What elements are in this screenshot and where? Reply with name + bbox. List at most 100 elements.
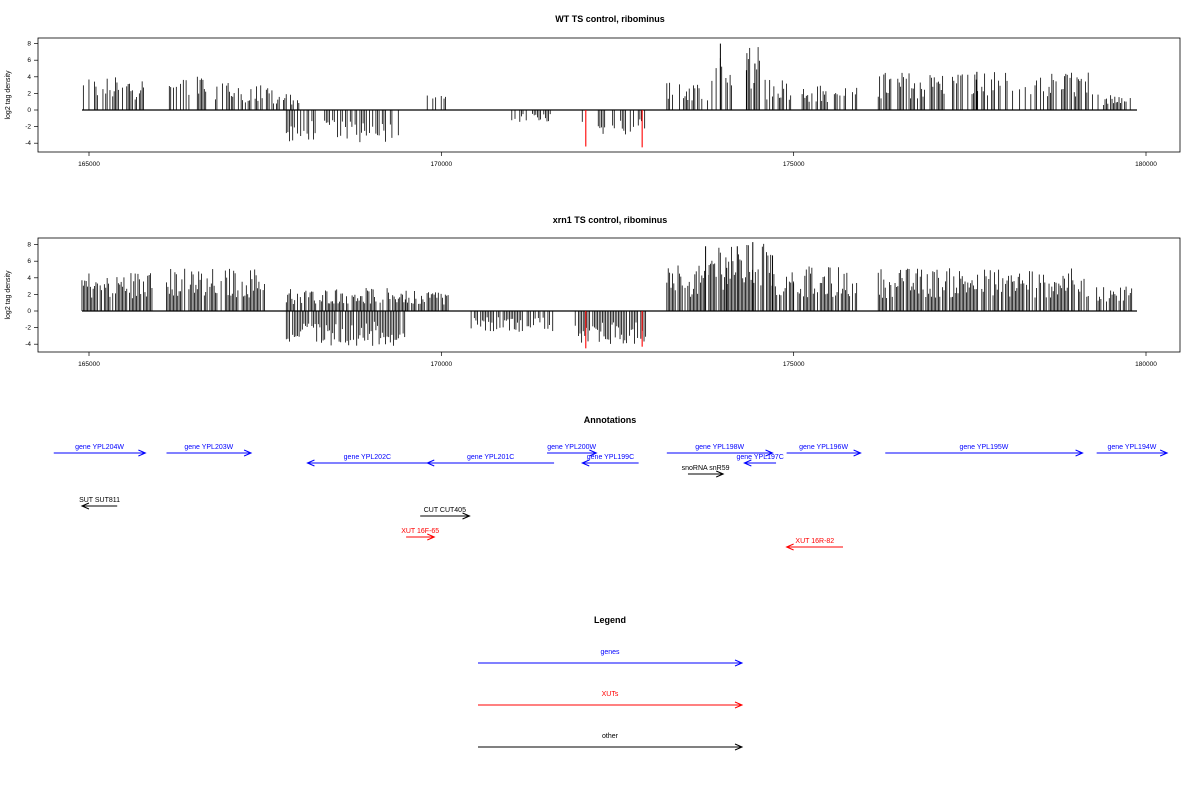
- x-tick-label: 165000: [78, 161, 100, 168]
- annotation-arrow-head: [853, 449, 862, 457]
- annotation-feature: gene YPL195W: [885, 444, 1084, 457]
- legend-items: genes XUTs other: [478, 649, 744, 751]
- x-tick-label: 180000: [1135, 161, 1157, 168]
- annotation-arrow-head: [462, 512, 471, 520]
- legend-item: other: [478, 733, 744, 751]
- annotation-arrow-head: [243, 449, 253, 457]
- annotations-title: Annotations: [584, 415, 637, 425]
- annotation-label: gene YPL199C: [587, 454, 634, 461]
- wt-panel-title: WT TS control, ribominus: [555, 14, 665, 24]
- y-tick-label: 8: [27, 41, 31, 48]
- wt-plot-frame: [37, 37, 1181, 153]
- annotation-label: gene YPL196W: [799, 444, 848, 451]
- annotation-label: snoRNA snR59: [682, 465, 730, 472]
- wt-y-axis: -4 -2 0 2 4 6 8: [25, 41, 38, 147]
- annotation-feature: gene YPL194W: [1096, 444, 1169, 457]
- annotation-arrow-head: [1075, 449, 1084, 457]
- annotation-feature: gene YPL199C: [580, 454, 639, 467]
- annotation-arrow-head: [1159, 449, 1169, 457]
- legend-item: XUTs: [478, 691, 744, 709]
- annotation-arrow-head: [425, 459, 435, 467]
- annotation-arrow-head: [589, 449, 598, 457]
- annotation-arrow-head: [306, 459, 315, 467]
- annotation-arrow-head: [785, 543, 794, 551]
- legend-label: genes: [600, 649, 620, 656]
- annotation-label: gene YPL194W: [1107, 444, 1156, 451]
- annotation-feature: gene YPL200W: [547, 444, 598, 457]
- annotation-label: gene YPL201C: [467, 454, 514, 461]
- y-tick-label: -2: [25, 325, 31, 332]
- y-tick-label: 2: [27, 90, 31, 97]
- xrn1-plot-frame: [37, 237, 1181, 353]
- annotation-label: gene YPL204W: [75, 444, 124, 451]
- xrn1-panel-title: xrn1 TS control, ribominus: [553, 215, 668, 225]
- y-tick-label: 8: [27, 242, 31, 249]
- y-tick-label: 4: [27, 275, 31, 282]
- wt-density-bars: [82, 43, 1137, 148]
- annotation-features: gene YPL204W gene YPL203W gene YPL202C gene…: [53, 444, 1169, 551]
- y-tick-label: 6: [27, 258, 31, 265]
- annotation-label: gene YPL202C: [344, 454, 391, 461]
- annotation-arrow-head: [716, 470, 725, 478]
- legend-arrow-head: [734, 743, 744, 751]
- annotation-label: SUT SUT811: [79, 497, 120, 504]
- x-tick-label: 170000: [430, 361, 452, 368]
- x-tick-label: 180000: [1135, 361, 1157, 368]
- xrn1-density-bars: [81, 242, 1137, 349]
- annotation-feature: SUT SUT811: [79, 497, 120, 510]
- legend-label: other: [602, 733, 619, 740]
- y-tick-label: -4: [25, 341, 31, 348]
- annotation-feature: gene YPL204W: [53, 444, 147, 457]
- annotation-arrow-head: [427, 533, 436, 541]
- annotation-feature: gene YPL198W: [666, 444, 774, 457]
- annotation-feature: gene YPL202C: [306, 454, 428, 467]
- annotation-feature: gene YPL203W: [166, 444, 253, 457]
- y-tick-label: -2: [25, 124, 31, 131]
- annotation-arrow-head: [580, 459, 590, 467]
- annotation-feature: CUT CUT405: [420, 507, 471, 520]
- annotation-feature: gene YPL196W: [786, 444, 862, 457]
- x-tick-label: 165000: [78, 361, 100, 368]
- wt-density-panel: WT TS control, ribominus log2 tag densit…: [5, 14, 1181, 168]
- annotation-label: gene YPL200W: [547, 444, 596, 451]
- xrn1-x-axis: 165000 170000 175000 180000: [78, 352, 1157, 368]
- legend-title: Legend: [594, 615, 626, 625]
- xrn1-density-panel: xrn1 TS control, ribominus log2 tag dens…: [5, 215, 1181, 368]
- wt-x-axis: 165000 170000 175000 180000: [78, 152, 1157, 168]
- xrn1-y-axis: -4 -2 0 2 4 6 8: [25, 242, 38, 348]
- legend-item: genes: [478, 649, 744, 667]
- annotation-arrow-head: [743, 459, 752, 467]
- y-tick-label: 6: [27, 57, 31, 64]
- y-tick-label: 2: [27, 291, 31, 298]
- y-tick-label: 0: [27, 308, 31, 315]
- legend: Legend genes XUTs other: [478, 615, 744, 751]
- annotation-label: gene YPL195W: [959, 444, 1008, 451]
- annotation-feature: XUT 16F-65: [401, 528, 439, 541]
- y-tick-label: -4: [25, 140, 31, 147]
- x-tick-label: 170000: [430, 161, 452, 168]
- annotation-label: gene YPL198W: [695, 444, 744, 451]
- annotation-feature: XUT 16R-82: [785, 538, 843, 551]
- annotation-label: XUT 16R-82: [795, 538, 834, 545]
- x-tick-label: 175000: [783, 161, 805, 168]
- xrn1-y-axis-label: log2 tag density: [5, 270, 12, 320]
- annotation-label: gene YPL203W: [184, 444, 233, 451]
- y-tick-label: 4: [27, 74, 31, 81]
- annotation-arrow-head: [765, 449, 774, 457]
- y-tick-label: 0: [27, 107, 31, 114]
- legend-arrow-head: [734, 659, 744, 667]
- annotation-label: XUT 16F-65: [401, 528, 439, 535]
- annotation-feature: snoRNA snR59: [682, 465, 730, 478]
- annotation-label: gene YPL197C: [737, 454, 784, 461]
- annotation-arrow-head: [138, 449, 147, 457]
- legend-label: XUTs: [602, 691, 619, 698]
- wt-y-axis-label: log2 tag density: [5, 70, 12, 120]
- annotation-feature: gene YPL197C: [737, 454, 784, 467]
- annotation-label: CUT CUT405: [424, 507, 466, 514]
- legend-arrow-head: [734, 701, 744, 709]
- annotations-panel: Annotations gene YPL204W gene YPL203Wgene…: [53, 415, 1169, 551]
- annotation-feature: gene YPL201C: [425, 454, 555, 467]
- annotation-arrow-head: [80, 502, 90, 510]
- x-tick-label: 175000: [783, 361, 805, 368]
